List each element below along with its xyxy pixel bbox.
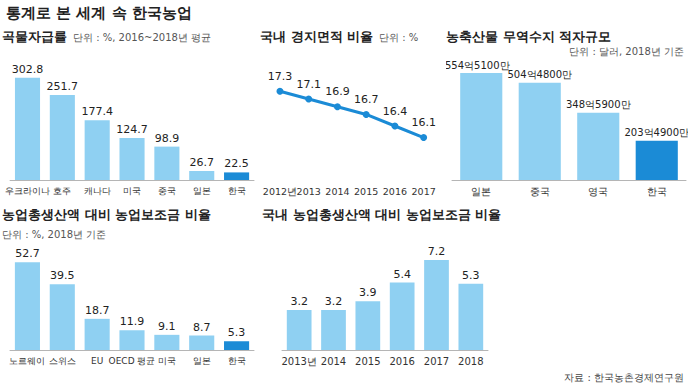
svg-text:2015: 2015: [354, 186, 378, 197]
svg-text:302.8: 302.8: [12, 63, 44, 76]
svg-text:11.9: 11.9: [120, 315, 145, 328]
svg-text:8.7: 8.7: [193, 321, 211, 334]
html-text:농축산물 무역수지 적자규모: 농축산물 무역수지 적자규모: [446, 29, 612, 44]
svg-text:일본: 일본: [471, 186, 491, 197]
svg-text:영국: 영국: [588, 186, 608, 197]
svg-text:16.1: 16.1: [411, 116, 436, 129]
html-text:곡물자급률: 곡물자급률: [2, 29, 67, 44]
svg-text:2014: 2014: [325, 186, 349, 197]
svg-text:16.4: 16.4: [383, 105, 408, 118]
svg-text:한국: 한국: [647, 186, 667, 197]
svg-text:9.1: 9.1: [158, 320, 176, 333]
svg-text:OECD 평균: OECD 평균: [109, 356, 156, 366]
svg-text:177.4: 177.4: [81, 105, 113, 118]
svg-text:3.2: 3.2: [290, 295, 308, 308]
svg-text:39.5: 39.5: [50, 269, 75, 282]
svg-text:2014: 2014: [321, 356, 346, 367]
svg-text:203억4900만: 203억4900만: [624, 127, 688, 138]
svg-text:2015: 2015: [355, 356, 380, 367]
svg-text:2017: 2017: [412, 186, 436, 197]
svg-text:17.1: 17.1: [296, 78, 321, 91]
html-text:국내 경지면적 비율 단위 : %: 국내 경지면적 비율 단위 : %: [260, 29, 419, 44]
svg-text:일본: 일본: [193, 356, 211, 366]
svg-text:251.7: 251.7: [47, 80, 78, 93]
svg-text:554억5100만: 554억5100만: [446, 60, 510, 71]
svg-text:중국: 중국: [158, 186, 176, 196]
svg-text:504억4800만: 504억4800만: [507, 69, 572, 80]
svg-text:98.9: 98.9: [155, 132, 180, 145]
html-text:단위 : %, 2016~2018년 평균: 단위 : %, 2016~2018년 평균: [73, 32, 211, 43]
svg-text:52.7: 52.7: [15, 247, 40, 260]
html-text:자료 : 한국농촌경제연구원: 자료 : 한국농촌경제연구원: [564, 372, 684, 383]
svg-text:16.9: 16.9: [325, 85, 350, 98]
svg-text:중국: 중국: [530, 186, 550, 197]
svg-text:2013년: 2013년: [281, 356, 316, 367]
svg-text:미국: 미국: [123, 186, 141, 196]
svg-text:17.3: 17.3: [268, 70, 293, 83]
svg-text:한국: 한국: [228, 186, 246, 196]
svg-text:일본: 일본: [193, 186, 211, 196]
svg-text:348억5900만: 348억5900만: [566, 99, 631, 110]
svg-text:5.3: 5.3: [462, 269, 480, 282]
svg-text:3.2: 3.2: [325, 295, 343, 308]
svg-text:캐나다: 캐나다: [84, 186, 111, 196]
svg-text:2016: 2016: [389, 356, 414, 367]
svg-text:미국: 미국: [158, 356, 176, 366]
svg-text:7.2: 7.2: [428, 245, 446, 258]
html-text:통계로 본 세계 속 한국농업: 통계로 본 세계 속 한국농업: [6, 4, 192, 22]
svg-text:5.4: 5.4: [393, 268, 411, 281]
svg-text:EU: EU: [91, 356, 103, 366]
svg-text:2017: 2017: [424, 356, 449, 367]
svg-text:18.7: 18.7: [85, 304, 110, 317]
svg-text:3.9: 3.9: [359, 286, 377, 299]
html-text:단위 : 달러, 2018년 기준: 단위 : 달러, 2018년 기준: [569, 46, 684, 57]
svg-text:26.7: 26.7: [189, 156, 214, 169]
svg-text:2018: 2018: [458, 356, 483, 367]
svg-text:한국: 한국: [228, 356, 246, 366]
svg-text:우크라이나: 우크라이나: [5, 186, 50, 196]
svg-text:2013: 2013: [297, 186, 321, 197]
svg-text:16.7: 16.7: [354, 93, 379, 106]
svg-text:스위스: 스위스: [49, 356, 76, 366]
svg-text:2012년: 2012년: [263, 186, 297, 197]
svg-text:5.3: 5.3: [228, 326, 246, 339]
html-text:단위 : %, 2018년 기준: 단위 : %, 2018년 기준: [2, 229, 107, 240]
svg-text:2016: 2016: [383, 186, 407, 197]
html-text:농업총생산액 대비 농업보조금 비율: 농업총생산액 대비 농업보조금 비율: [2, 207, 211, 222]
svg-text:22.5: 22.5: [224, 157, 249, 170]
svg-text:124.7: 124.7: [116, 123, 148, 136]
svg-text:노르웨이: 노르웨이: [9, 356, 45, 366]
svg-text:호주: 호주: [53, 186, 71, 196]
html-text:국내 농업총생산액 대비 농업보조금 비율: 국내 농업총생산액 대비 농업보조금 비율: [262, 207, 502, 222]
